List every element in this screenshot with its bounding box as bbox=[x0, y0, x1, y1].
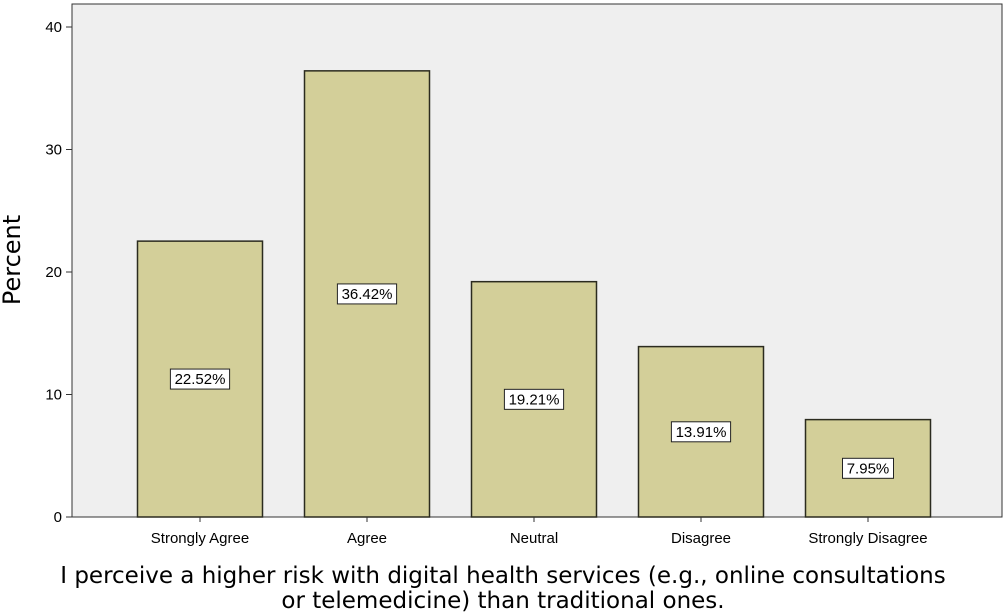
data-label-box bbox=[670, 421, 732, 443]
data-label: 13.91% bbox=[676, 424, 727, 441]
x-axis: Strongly Agree Agree Neutral Disagree Strong… bbox=[151, 517, 928, 547]
data-label-box bbox=[169, 368, 231, 390]
data-label: 7.95% bbox=[847, 460, 890, 477]
y-axis: 0 10 20 30 40 bbox=[45, 19, 72, 526]
data-label-box bbox=[503, 388, 565, 410]
x-axis-label-line-1: I perceive a higher risk with digital he… bbox=[60, 563, 946, 589]
data-label: 36.42% bbox=[342, 286, 393, 303]
y-tick-label: 10 bbox=[45, 387, 62, 404]
x-tick-label: Strongly Disagree bbox=[808, 530, 927, 547]
y-tick-label: 20 bbox=[45, 264, 62, 281]
bars: 22.52% 36.42% 19.21% 13.91% 7.95% bbox=[136, 70, 932, 518]
x-tick-label: Strongly Agree bbox=[151, 530, 249, 547]
x-axis-label-line-2: or telemedicine) than traditional ones. bbox=[281, 588, 724, 614]
data-label: 19.21% bbox=[509, 391, 560, 408]
data-label-box bbox=[336, 283, 398, 305]
y-axis-label: Percent bbox=[0, 215, 26, 305]
y-tick-label: 0 bbox=[54, 509, 62, 526]
y-tick-label: 30 bbox=[45, 142, 62, 159]
x-tick-label: Agree bbox=[347, 530, 387, 547]
x-tick-label: Neutral bbox=[510, 530, 558, 547]
x-tick-label: Disagree bbox=[671, 530, 731, 547]
data-label: 22.52% bbox=[175, 371, 226, 388]
y-tick-label: 40 bbox=[45, 19, 62, 36]
data-label-box bbox=[842, 457, 894, 479]
